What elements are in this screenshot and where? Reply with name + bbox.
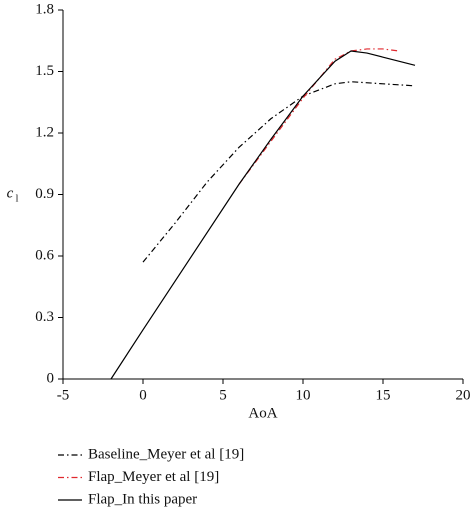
series-line <box>142 81 416 263</box>
x-tick-label: 10 <box>296 387 311 403</box>
legend-label: Baseline_Meyer et al [19] <box>88 446 244 462</box>
y-tick-label: 0 <box>47 370 55 386</box>
y-axis-label: c <box>7 185 14 201</box>
series-line <box>110 50 416 380</box>
y-tick-label: 1.8 <box>35 1 54 17</box>
x-tick-label: 0 <box>139 387 147 403</box>
y-tick-label: 1.2 <box>35 124 54 140</box>
x-tick-label: -5 <box>57 387 70 403</box>
series-line <box>238 48 400 185</box>
legend-label: Flap_In this paper <box>88 491 197 507</box>
legend-label: Flap_Meyer et al [19] <box>88 469 219 485</box>
x-axis-label: AoA <box>248 405 277 421</box>
x-tick-label: 20 <box>456 387 471 403</box>
y-tick-label: 0.9 <box>35 186 54 202</box>
y-axis-label-sub: l <box>16 193 19 204</box>
y-tick-label: 0.3 <box>35 309 54 325</box>
y-tick-label: 0.6 <box>35 247 54 263</box>
y-tick-label: 1.5 <box>35 63 54 79</box>
x-tick-label: 15 <box>376 387 391 403</box>
x-tick-label: 5 <box>219 387 227 403</box>
